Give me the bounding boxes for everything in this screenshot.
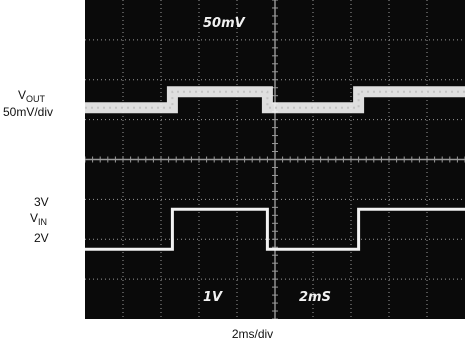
timebase-readout: 2mS — [299, 290, 331, 305]
vout-trace-noise — [85, 90, 465, 109]
vout-label-main: V — [18, 88, 27, 102]
vin-label-sub: IN — [38, 217, 48, 227]
oscilloscope-screen: 50mV 1V 2mS — [85, 0, 465, 319]
channel-scale-readout: 1V — [203, 290, 223, 305]
vin-level-3v-label: 3V — [34, 195, 49, 209]
vin-label-main: V — [30, 211, 39, 225]
vout-label: VOUT — [18, 88, 46, 104]
grid — [85, 0, 465, 319]
traces — [85, 86, 465, 251]
vin-trace — [85, 207, 465, 251]
vout-scale-label: 50mV/div — [3, 105, 54, 119]
vout-label-sub: OUT — [26, 94, 46, 104]
vin-label: VIN — [30, 211, 48, 227]
vin-level-2v-label: 2V — [34, 231, 49, 245]
top-readout: 50mV — [203, 16, 246, 31]
x-axis-label: 2ms/div — [231, 327, 274, 341]
